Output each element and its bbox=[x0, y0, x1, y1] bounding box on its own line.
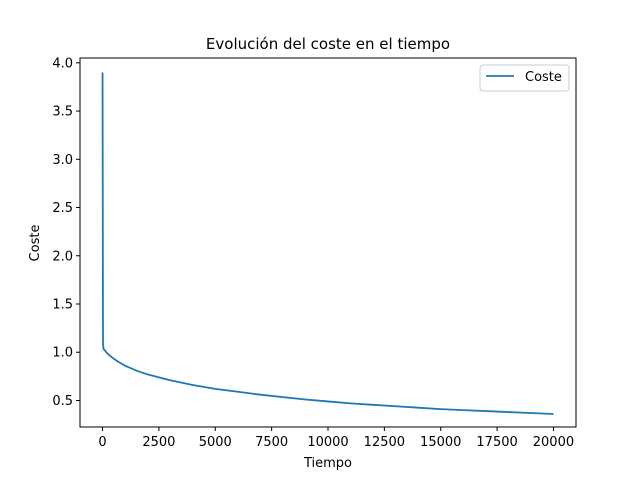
y-tick-label: 3.0 bbox=[52, 153, 73, 168]
x-axis-ticks: 0 2500 5000 7500 10000 12500 15000 17500 20000 bbox=[98, 427, 574, 450]
x-axis-label: Tiempo bbox=[303, 456, 352, 471]
y-tick-label: 0.5 bbox=[52, 394, 73, 409]
legend-box bbox=[479, 64, 570, 92]
x-tick-label: 20000 bbox=[533, 435, 574, 450]
plot-area: 0 2500 5000 7500 10000 12500 15000 17500 20000 0… bbox=[52, 56, 577, 450]
chart-title: Evolución del coste en el tiempo bbox=[206, 35, 450, 53]
y-axis-label: Coste bbox=[28, 225, 43, 262]
x-tick-label: 17500 bbox=[476, 435, 517, 450]
legend-label-coste: Coste bbox=[525, 70, 562, 85]
y-axis-ticks: 0.5 1.0 1.5 2.0 2.5 3.0 3.5 4.0 bbox=[52, 56, 80, 409]
y-tick-label: 2.5 bbox=[52, 201, 73, 216]
x-tick-label: 0 bbox=[98, 435, 106, 450]
x-tick-label: 12500 bbox=[364, 435, 405, 450]
y-tick-label: 1.5 bbox=[52, 298, 73, 313]
y-tick-label: 2.0 bbox=[52, 249, 73, 264]
y-tick-label: 4.0 bbox=[52, 56, 73, 71]
y-tick-label: 1.0 bbox=[52, 346, 73, 361]
x-tick-label: 7500 bbox=[255, 435, 288, 450]
y-tick-label: 3.5 bbox=[52, 105, 73, 120]
x-tick-label: 2500 bbox=[142, 435, 175, 450]
x-tick-label: 10000 bbox=[307, 435, 348, 450]
x-tick-label: 15000 bbox=[420, 435, 461, 450]
series-line-0 bbox=[101, 72, 554, 415]
series-layer bbox=[101, 72, 554, 415]
x-tick-label: 5000 bbox=[199, 435, 232, 450]
legend: Coste bbox=[479, 64, 570, 92]
